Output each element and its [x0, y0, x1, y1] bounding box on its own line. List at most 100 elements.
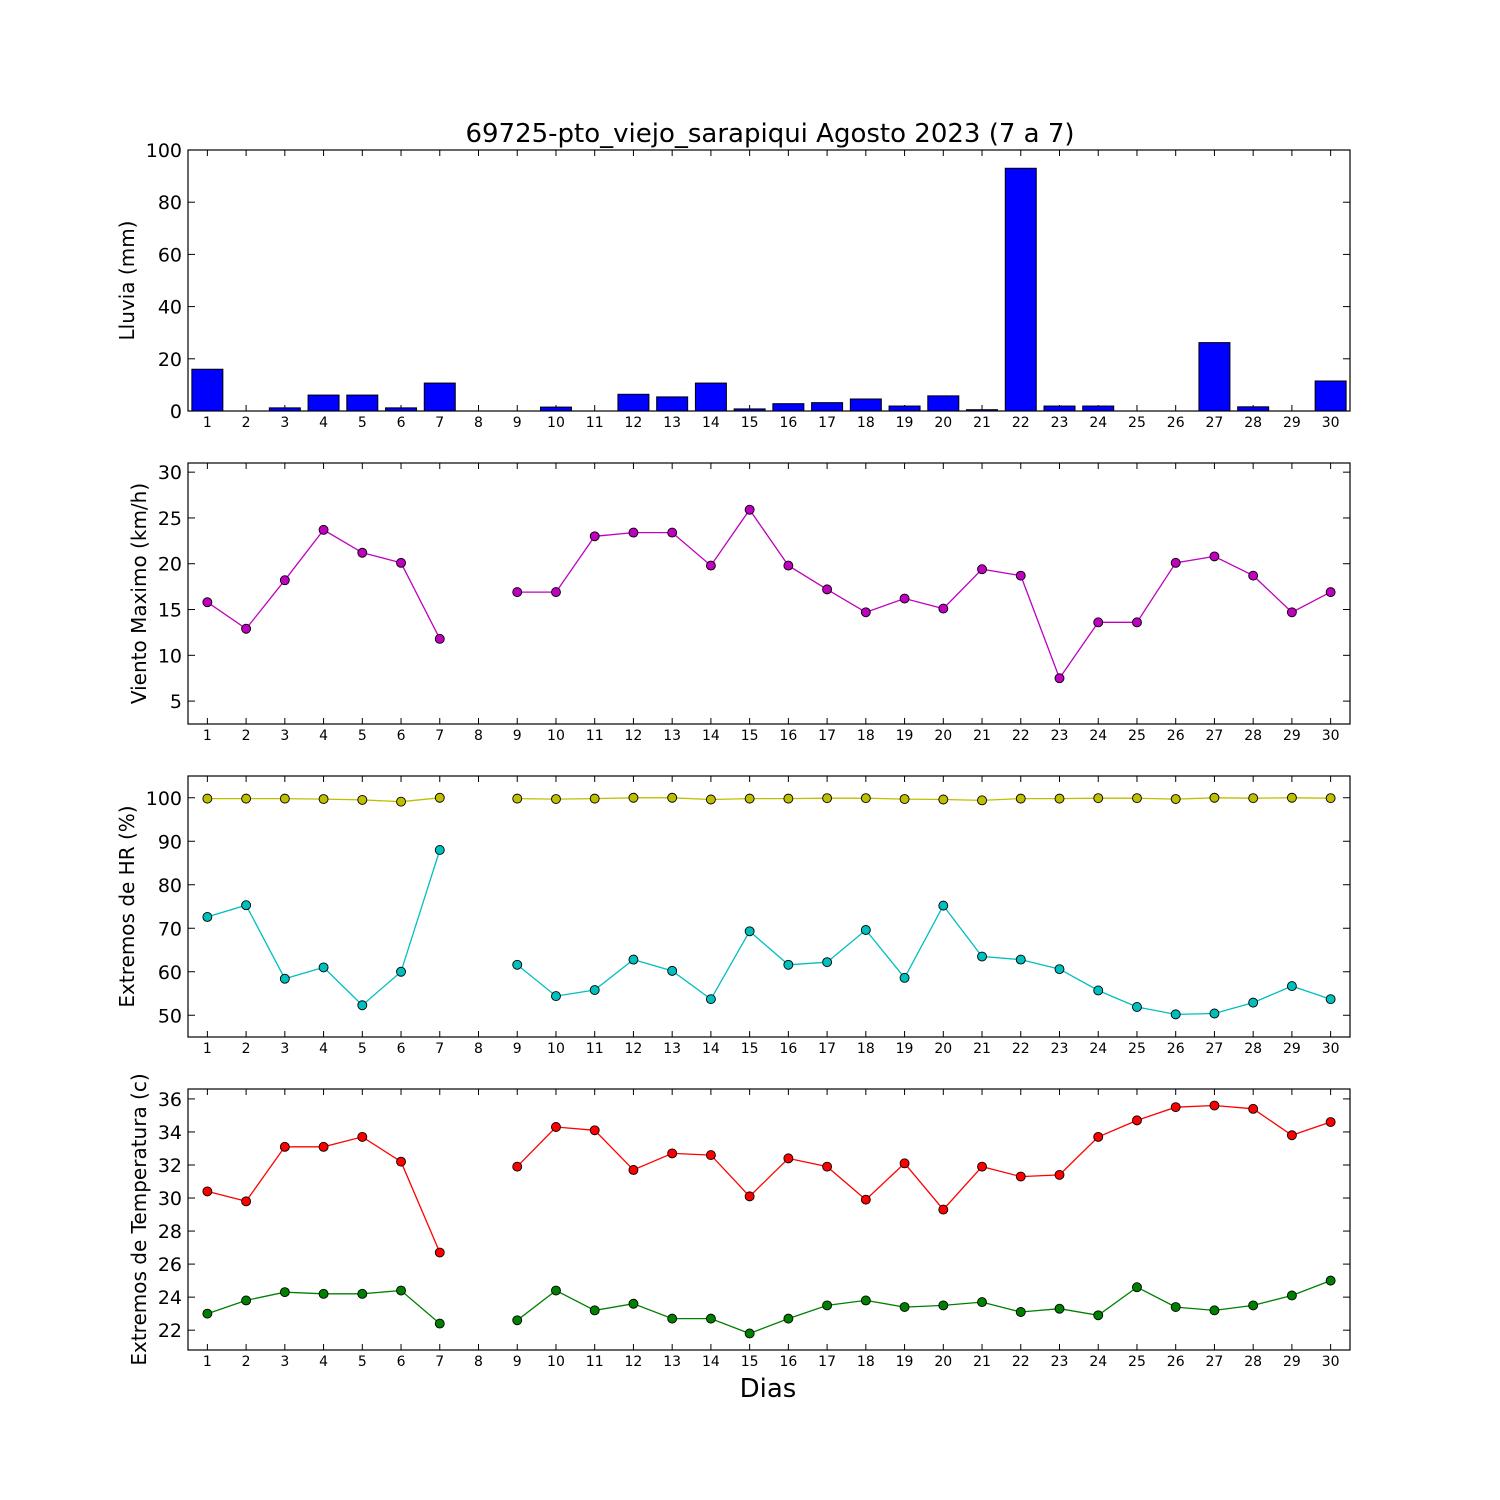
x-tick-label: 1 — [203, 1041, 212, 1057]
data-point — [279, 575, 290, 586]
y-tick-label: 25 — [158, 508, 182, 530]
x-tick-label: 25 — [1128, 1041, 1146, 1057]
data-point — [1170, 1102, 1181, 1113]
y-axis-label: Lluvia (mm) — [115, 221, 139, 341]
data-point — [396, 557, 406, 568]
data-point — [434, 845, 445, 855]
rain-bar — [1004, 167, 1037, 412]
data-point — [1170, 1009, 1181, 1020]
y-tick-label: 30 — [158, 462, 182, 484]
rain-bar — [617, 393, 650, 412]
x-tick-label: 19 — [896, 415, 914, 431]
data-point — [1286, 792, 1297, 803]
data-point — [202, 1186, 213, 1197]
x-tick-label: 22 — [1012, 728, 1030, 744]
data-point — [1015, 793, 1026, 804]
x-tick-label: 3 — [280, 1041, 289, 1057]
x-tick-label: 18 — [857, 1041, 875, 1057]
data-point — [783, 793, 794, 804]
x-tick-label: 10 — [547, 415, 565, 431]
data-point — [1015, 954, 1026, 965]
data-point — [396, 966, 406, 977]
data-point — [589, 793, 600, 804]
y-tick-label: 60 — [158, 962, 182, 984]
data-point — [628, 954, 639, 965]
data-point — [1132, 1282, 1142, 1293]
data-point — [899, 972, 910, 983]
x-tick-label: 24 — [1089, 1354, 1107, 1370]
x-axis-label: Dias — [740, 1374, 797, 1404]
x-tick-label: 26 — [1167, 728, 1185, 744]
data-point — [628, 1298, 639, 1309]
x-tick-label: 5 — [358, 415, 367, 431]
x-tick-label: 3 — [280, 728, 289, 744]
rain-bar — [694, 382, 727, 412]
data-point — [1015, 1307, 1026, 1317]
y-tick-label: 90 — [158, 831, 182, 853]
data-point — [783, 1153, 794, 1164]
data-point — [667, 1148, 678, 1159]
data-point — [551, 991, 561, 1002]
y-tick-label: 36 — [158, 1089, 182, 1111]
plot-frame — [187, 1088, 1351, 1351]
data-point — [1325, 1275, 1336, 1286]
x-tick-label: 23 — [1051, 1354, 1069, 1370]
x-tick-label: 23 — [1051, 1041, 1069, 1057]
data-point — [318, 1141, 329, 1152]
x-tick-label: 17 — [818, 1041, 836, 1057]
data-point — [628, 792, 639, 803]
data-point — [357, 547, 368, 558]
data-point — [396, 796, 406, 807]
data-point — [241, 900, 252, 911]
data-point — [1325, 587, 1336, 598]
y-tick-label: 80 — [158, 192, 182, 214]
data-point — [977, 951, 987, 962]
data-point — [1248, 570, 1259, 581]
x-tick-label: 11 — [586, 415, 604, 431]
x-tick-label: 29 — [1283, 1354, 1301, 1370]
data-point — [512, 587, 523, 598]
figure-title: 69725-pto_viejo_sarapiqui Agosto 2023 (7… — [465, 119, 1074, 149]
data-point — [744, 1191, 755, 1202]
data-point — [899, 1158, 910, 1169]
y-tick-label: 20 — [158, 349, 182, 371]
data-point — [279, 1141, 290, 1152]
y-tick-label: 60 — [158, 244, 182, 266]
x-tick-label: 9 — [513, 728, 522, 744]
x-tick-label: 21 — [973, 1354, 991, 1370]
data-point — [783, 1313, 794, 1324]
x-tick-label: 7 — [435, 728, 444, 744]
x-tick-label: 26 — [1167, 1354, 1185, 1370]
x-tick-label: 24 — [1089, 1041, 1107, 1057]
data-point — [318, 962, 329, 973]
data-point — [202, 1308, 213, 1319]
rain-bar — [656, 396, 689, 412]
data-point — [1170, 557, 1181, 568]
rain-bar — [1043, 405, 1076, 412]
data-point — [1054, 673, 1065, 684]
x-tick-label: 2 — [242, 1354, 251, 1370]
data-point — [938, 794, 949, 805]
series-line — [516, 904, 1331, 1016]
data-point — [318, 794, 329, 805]
data-point — [977, 1297, 987, 1308]
x-tick-label: 16 — [779, 1041, 797, 1057]
x-tick-label: 12 — [625, 415, 643, 431]
x-tick-label: 18 — [857, 415, 875, 431]
data-point — [396, 1156, 406, 1167]
data-point — [667, 965, 678, 976]
data-point — [1286, 1290, 1297, 1301]
x-tick-label: 13 — [663, 728, 681, 744]
x-tick-label: 29 — [1283, 1041, 1301, 1057]
x-tick-label: 9 — [513, 1041, 522, 1057]
data-point — [1286, 607, 1297, 618]
data-point — [1170, 1302, 1181, 1313]
x-tick-label: 17 — [818, 415, 836, 431]
data-point — [1325, 1117, 1336, 1127]
data-point — [1325, 994, 1336, 1005]
y-tick-label: 24 — [158, 1287, 182, 1309]
rain-bar — [191, 368, 224, 412]
